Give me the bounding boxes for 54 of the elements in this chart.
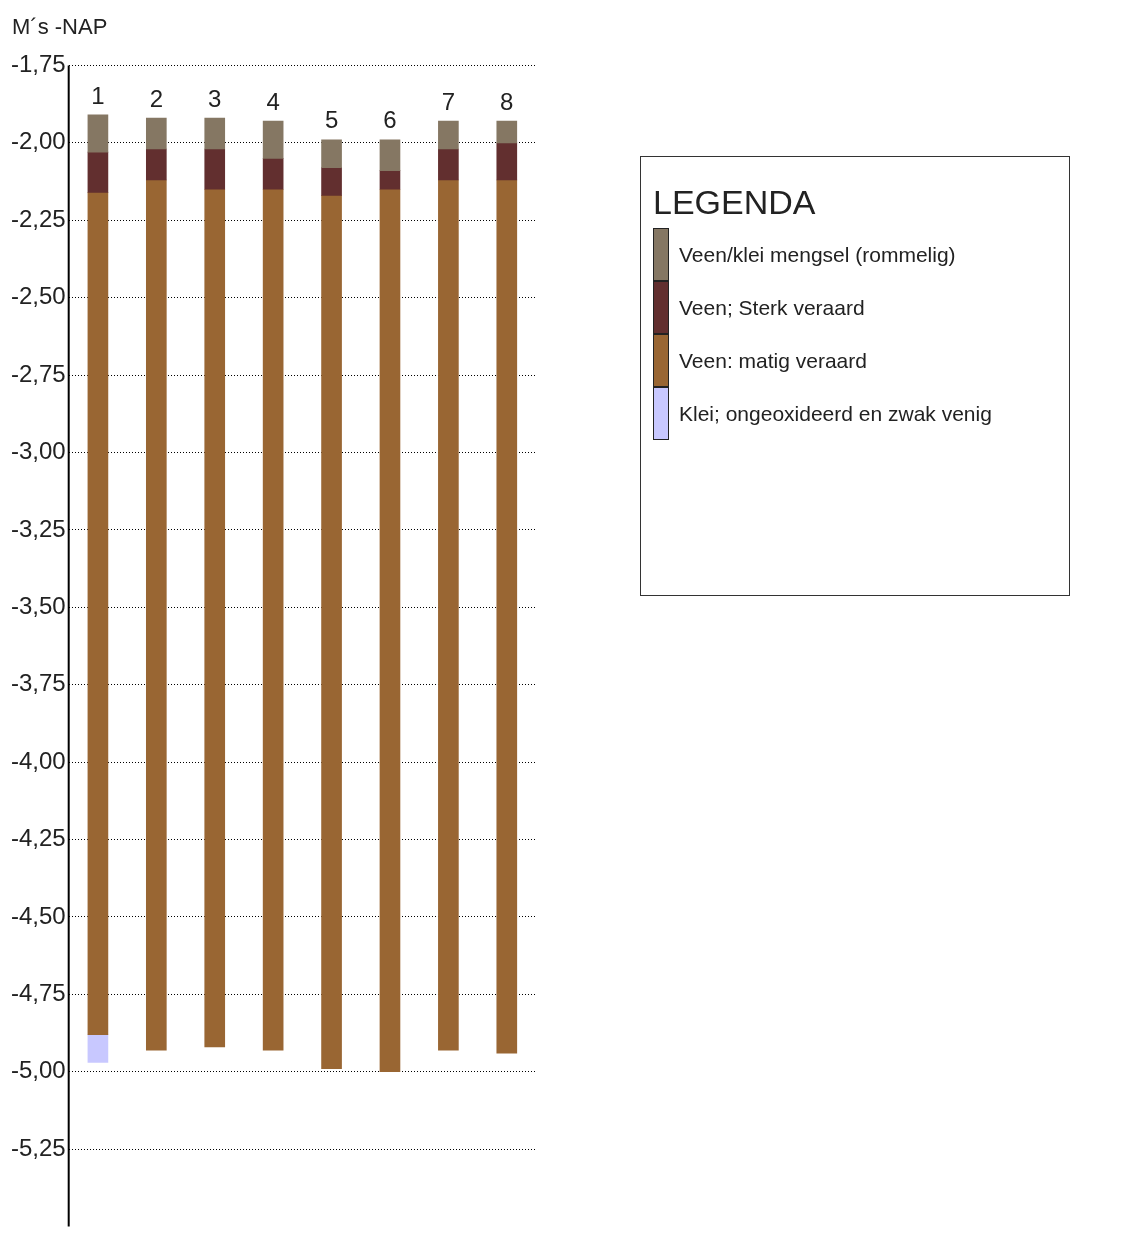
bar [379, 188, 401, 1073]
text: Veen; Sterk veraard [679, 295, 865, 320]
bar [87, 151, 109, 193]
y-tick-label: -3,25 [11, 514, 66, 542]
bar [321, 139, 342, 168]
y-tick-label: -5,00 [11, 1056, 66, 1084]
bar [145, 179, 167, 1051]
x-tick-label: 1 [91, 81, 105, 109]
x-tick-label: 7 [441, 87, 456, 115]
bar [496, 179, 518, 1054]
y-tick-label: -2,50 [11, 282, 66, 310]
bar [438, 179, 459, 1051]
bar [496, 120, 518, 144]
legend-title: LEGENDA [653, 183, 817, 222]
bar [204, 188, 226, 1048]
bar [496, 142, 518, 181]
bar [438, 148, 459, 181]
y-tick-label: -4,25 [11, 824, 66, 852]
bar [204, 117, 226, 150]
y-tick-label: -2,25 [11, 204, 66, 232]
bar [87, 114, 109, 153]
bar [145, 117, 167, 150]
x-tick-label: 8 [500, 87, 514, 115]
y-axis-title: M´s -NAP [12, 14, 108, 40]
text: Veen/klei mengsel (rommelig) [679, 242, 956, 267]
y-tick-label: -3,50 [11, 591, 66, 619]
y-tick-label: -4,00 [11, 746, 66, 774]
y-tick-label: -2,00 [11, 127, 66, 155]
bar [204, 148, 226, 190]
bar [262, 157, 284, 190]
bar [262, 188, 284, 1051]
x-tick-label: 2 [149, 84, 163, 112]
text: Klei; ongeoxideerd en zwak venig [679, 401, 992, 426]
y-tick-label: -5,25 [11, 1133, 66, 1161]
x-tick-label: 6 [383, 106, 397, 134]
y-tick-label: -2,75 [11, 359, 66, 387]
y-tick-label: -4,75 [11, 978, 66, 1006]
bar [87, 1034, 109, 1063]
bar [262, 120, 284, 159]
y-tick-label: -4,50 [11, 901, 66, 929]
bar [379, 139, 401, 172]
text: Veen: matig veraard [679, 348, 867, 373]
bar [87, 192, 109, 1035]
x-tick-label: 3 [208, 84, 222, 112]
x-tick-label: 4 [266, 87, 280, 115]
bar [145, 148, 167, 181]
bar [379, 170, 401, 190]
y-tick-label: -3,75 [11, 669, 66, 697]
x-tick-label: 5 [324, 106, 339, 134]
bar [438, 120, 459, 150]
y-tick-label: -3,00 [11, 437, 66, 465]
bar [321, 195, 342, 1070]
y-tick-label: -1,75 [11, 50, 66, 78]
bar [321, 167, 342, 196]
